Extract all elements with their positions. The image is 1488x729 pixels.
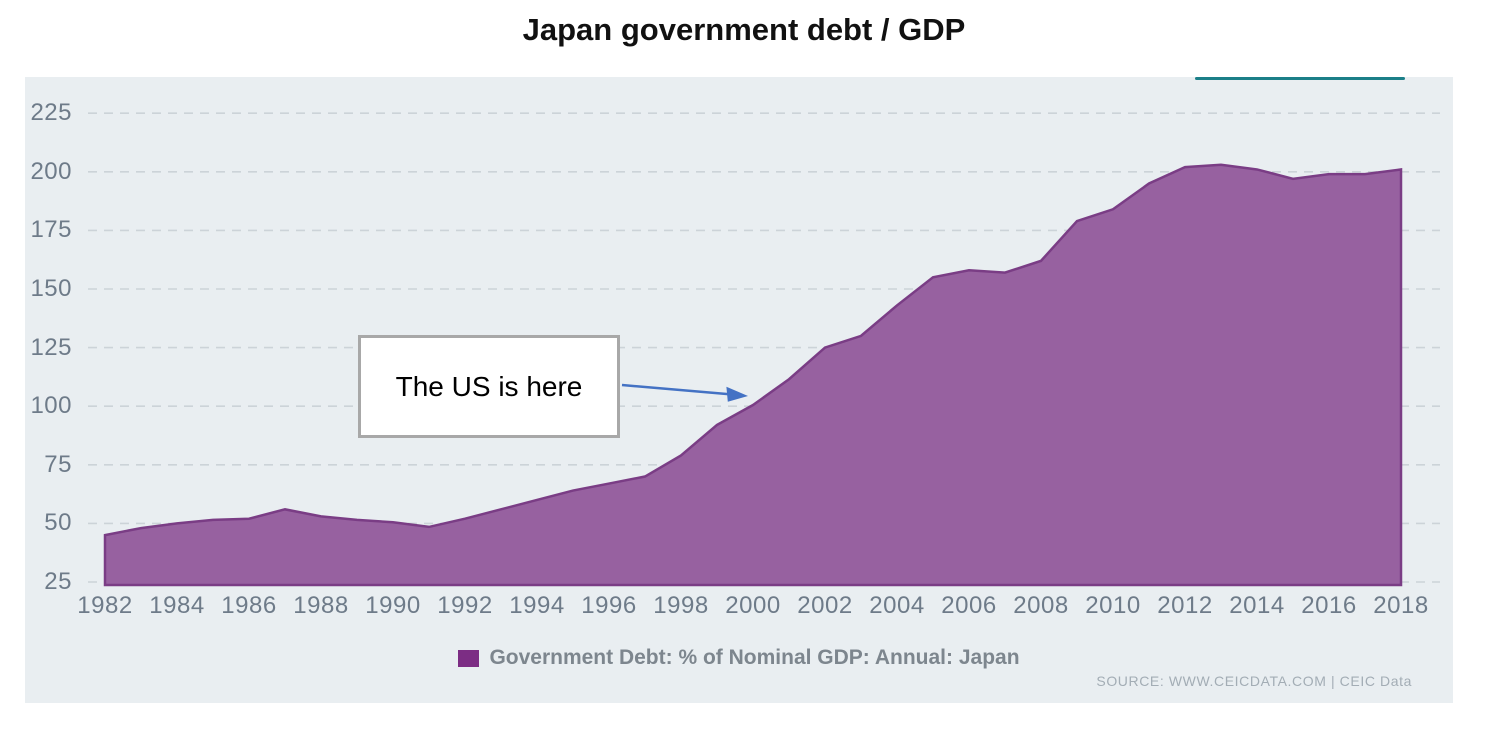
x-tick-label: 2014 (1229, 592, 1285, 619)
y-tick-label: 75 (44, 450, 72, 478)
x-tick-label: 1982 (77, 592, 133, 619)
x-tick-label: 1984 (149, 592, 205, 619)
chart-panel: 225 200 175 150 125 100 75 50 25 1982 1984 1986 198… (25, 77, 1453, 703)
x-tick-label: 2010 (1085, 592, 1141, 619)
y-tick-label: 150 (30, 275, 72, 302)
teal-accent-line (1195, 77, 1405, 80)
x-tick-label: 2002 (797, 592, 853, 619)
annotation-arrow-line (621, 383, 735, 396)
x-tick-label: 2004 (869, 592, 925, 619)
y-tick-label: 50 (44, 509, 72, 537)
x-tick-label: 1994 (509, 592, 565, 619)
y-tick-label: 200 (30, 157, 72, 185)
legend-swatch (458, 649, 480, 667)
annotation-box: The US is here (358, 335, 620, 438)
x-tick-label: 1990 (365, 592, 421, 619)
x-tick-label: 1996 (581, 592, 637, 619)
x-tick-label: 1998 (653, 592, 709, 619)
x-tick-label: 2008 (1013, 592, 1069, 619)
x-tick-label: 2018 (1373, 592, 1429, 619)
x-tick-label: 2000 (725, 592, 781, 619)
x-tick-label: 2012 (1157, 592, 1213, 619)
source-attribution: SOURCE: WWW.CEICDATA.COM | CEIC Data (1096, 673, 1412, 689)
y-tick-label: 175 (30, 216, 72, 244)
y-tick-label: 225 (30, 99, 72, 127)
chart-svg (88, 112, 1440, 587)
y-tick-label: 25 (44, 568, 72, 595)
y-tick-label: 100 (30, 392, 72, 420)
legend: Government Debt: % of Nominal GDP: Annua… (25, 645, 1453, 671)
x-tick-label: 2016 (1301, 592, 1357, 619)
x-tick-label: 1988 (293, 592, 349, 619)
x-tick-label: 2006 (941, 592, 997, 619)
annotation-text: The US is here (395, 370, 583, 402)
chart-title: Japan government debt / GDP (522, 12, 966, 47)
x-tick-label: 1986 (221, 592, 277, 619)
y-tick-label: 125 (30, 333, 72, 361)
debt-area-series (103, 163, 1403, 587)
x-tick-label: 1992 (437, 592, 493, 619)
legend-label: Government Debt: % of Nominal GDP: Annua… (489, 646, 1020, 669)
annotation-arrow-head-icon (726, 386, 748, 402)
